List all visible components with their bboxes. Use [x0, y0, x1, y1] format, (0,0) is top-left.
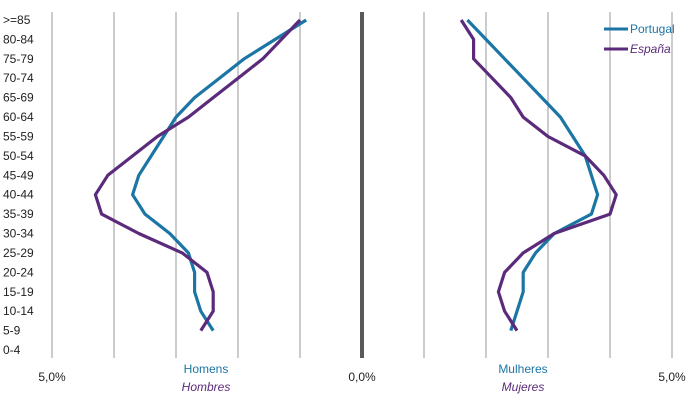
age-group-label: 15-19: [3, 285, 34, 299]
age-group-label: 30-34: [3, 227, 34, 241]
left-side-label-es: Hombres: [182, 380, 231, 394]
age-group-label: 75-79: [3, 52, 34, 66]
series-line-espana-left: [93, 18, 302, 332]
right-side-label-pt: Mulheres: [498, 362, 547, 376]
age-group-label: >=85: [3, 13, 31, 27]
age-group-label: 45-49: [3, 168, 34, 182]
right-side-label-es: Mujeres: [502, 380, 545, 394]
x-tick-label: 5,0%: [658, 370, 686, 384]
age-group-label: 35-39: [3, 207, 34, 221]
legend: Portugal España: [604, 22, 675, 56]
age-group-label: 40-44: [3, 188, 34, 202]
x-tick-label: 0,0%: [348, 370, 376, 384]
legend-label-portugal: Portugal: [630, 22, 675, 36]
age-group-label: 25-29: [3, 246, 34, 260]
x-tick-label: 5,0%: [38, 370, 66, 384]
legend-label-espana: España: [630, 42, 671, 56]
series-line-portugal-left: [131, 18, 308, 332]
age-group-label: 5-9: [3, 324, 21, 338]
age-group-label: 60-64: [3, 110, 34, 124]
series-line-portugal-right: [466, 18, 600, 332]
age-group-label: 50-54: [3, 149, 34, 163]
series-lines: [93, 18, 618, 332]
age-group-label: 10-14: [3, 304, 34, 318]
age-group-label: 65-69: [3, 91, 34, 105]
age-group-label: 55-59: [3, 129, 34, 143]
series-line-espana-right: [459, 19, 618, 332]
age-group-label: 0-4: [3, 343, 21, 357]
age-group-label: 70-74: [3, 71, 34, 85]
age-group-label: 20-24: [3, 265, 34, 279]
left-side-label-pt: Homens: [184, 362, 229, 376]
age-group-labels: 0-4 5-9 10-14 15-19 20-24 25-29 30-34 35-39 40-4…: [3, 13, 34, 357]
age-group-label: 80-84: [3, 32, 34, 46]
x-axis-tick-labels: 5,0% 0,0% 5,0%: [38, 370, 686, 384]
